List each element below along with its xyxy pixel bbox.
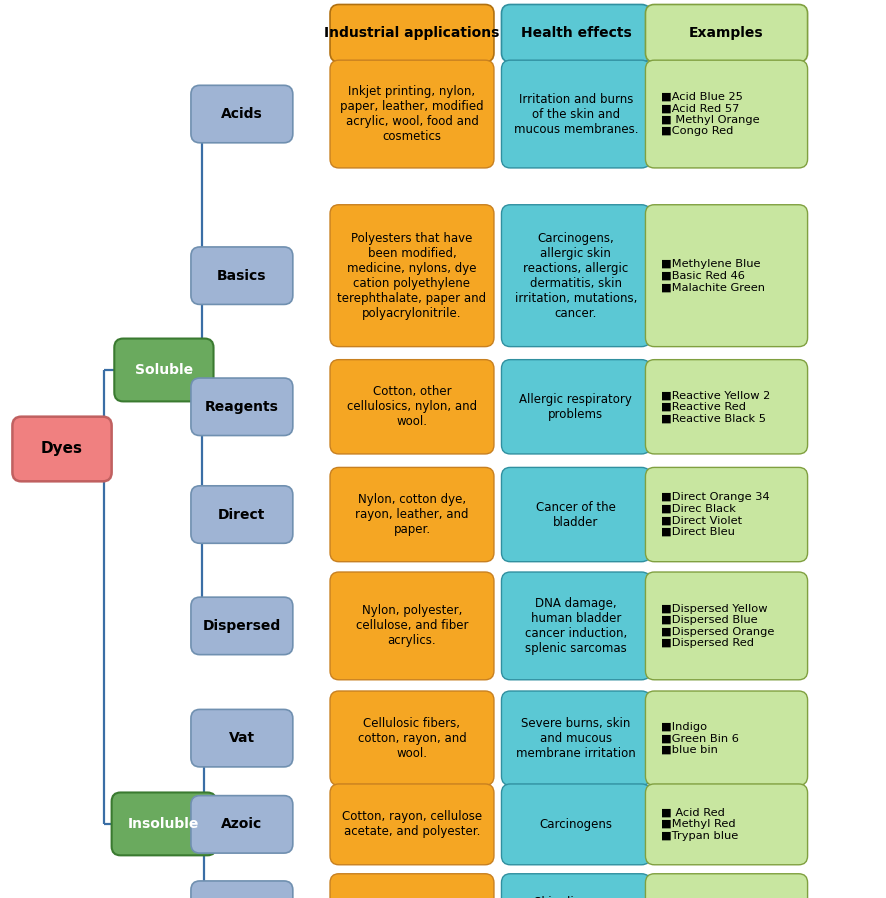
Text: Insoluble: Insoluble — [128, 817, 199, 831]
FancyBboxPatch shape — [501, 572, 650, 680]
Text: ■Reactive Yellow 2
■Reactive Red
■Reactive Black 5: ■Reactive Yellow 2 ■Reactive Red ■Reacti… — [660, 391, 770, 423]
Text: ■Acid Blue 25
■Acid Red 57
■ Methyl Orange
■Congo Red: ■Acid Blue 25 ■Acid Red 57 ■ Methyl Oran… — [660, 92, 759, 136]
Text: Acids: Acids — [221, 107, 263, 121]
Text: Examples: Examples — [689, 26, 764, 40]
FancyBboxPatch shape — [330, 205, 494, 347]
FancyBboxPatch shape — [501, 360, 650, 454]
Text: Allergic respiratory
problems: Allergic respiratory problems — [519, 392, 633, 421]
FancyBboxPatch shape — [645, 360, 807, 454]
FancyBboxPatch shape — [191, 85, 292, 143]
Text: Industrial applications: Industrial applications — [324, 26, 500, 40]
Text: Skin diseases,
irritations: Skin diseases, irritations — [534, 895, 618, 898]
FancyBboxPatch shape — [330, 874, 494, 898]
Text: Cotton, rayon, cellulose
acetate, and polyester.: Cotton, rayon, cellulose acetate, and po… — [342, 810, 482, 839]
FancyBboxPatch shape — [645, 60, 807, 168]
FancyBboxPatch shape — [645, 784, 807, 865]
FancyBboxPatch shape — [330, 784, 494, 865]
FancyBboxPatch shape — [191, 247, 292, 304]
Text: Nylon, cotton dye,
rayon, leather, and
paper.: Nylon, cotton dye, rayon, leather, and p… — [355, 493, 469, 536]
Text: ■Methylene Blue
■Basic Red 46
■Malachite Green: ■Methylene Blue ■Basic Red 46 ■Malachite… — [660, 260, 765, 292]
Text: Dyes: Dyes — [41, 442, 83, 456]
Text: Dispersed: Dispersed — [203, 619, 281, 633]
Text: Cancer of the
bladder: Cancer of the bladder — [536, 500, 616, 529]
FancyBboxPatch shape — [501, 4, 650, 62]
FancyBboxPatch shape — [191, 486, 292, 543]
FancyBboxPatch shape — [330, 60, 494, 168]
Text: Nylon, polyester,
cellulose, and fiber
acrylics.: Nylon, polyester, cellulose, and fiber a… — [356, 604, 468, 647]
FancyBboxPatch shape — [191, 709, 292, 767]
FancyBboxPatch shape — [501, 691, 650, 785]
FancyBboxPatch shape — [501, 784, 650, 865]
Text: Direct: Direct — [218, 507, 266, 522]
FancyBboxPatch shape — [501, 205, 650, 347]
FancyBboxPatch shape — [501, 874, 650, 898]
FancyBboxPatch shape — [114, 339, 214, 401]
Text: Irritation and burns
of the skin and
mucous membranes.: Irritation and burns of the skin and muc… — [514, 92, 638, 136]
FancyBboxPatch shape — [330, 4, 494, 62]
FancyBboxPatch shape — [191, 597, 292, 655]
Text: Health effects: Health effects — [520, 26, 631, 40]
FancyBboxPatch shape — [191, 881, 292, 898]
FancyBboxPatch shape — [645, 874, 807, 898]
FancyBboxPatch shape — [330, 691, 494, 785]
FancyBboxPatch shape — [330, 572, 494, 680]
Text: Severe burns, skin
and mucous
membrane irritation: Severe burns, skin and mucous membrane i… — [516, 717, 636, 760]
Text: Inkjet printing, nylon,
paper, leather, modified
acrylic, wool, food and
cosmeti: Inkjet printing, nylon, paper, leather, … — [340, 85, 484, 143]
Text: Azoic: Azoic — [222, 817, 262, 832]
FancyBboxPatch shape — [501, 60, 650, 168]
Text: DNA damage,
human bladder
cancer induction,
splenic sarcomas: DNA damage, human bladder cancer inducti… — [525, 597, 627, 655]
FancyBboxPatch shape — [12, 417, 112, 481]
Text: Basics: Basics — [217, 269, 267, 283]
FancyBboxPatch shape — [645, 691, 807, 785]
FancyBboxPatch shape — [112, 793, 216, 855]
Text: ■ Acid Red
■Methyl Red
■Trypan blue: ■ Acid Red ■Methyl Red ■Trypan blue — [660, 808, 738, 841]
FancyBboxPatch shape — [191, 378, 292, 436]
Text: Carcinogens,
allergic skin
reactions, allergic
dermatitis, skin
irritation, muta: Carcinogens, allergic skin reactions, al… — [515, 232, 637, 320]
Text: Polyesters that have
been modified,
medicine, nylons, dye
cation polyethylene
te: Polyesters that have been modified, medi… — [338, 232, 486, 320]
Text: Cellulosic fibers,
cotton, rayon, and
wool.: Cellulosic fibers, cotton, rayon, and wo… — [358, 717, 466, 760]
FancyBboxPatch shape — [645, 467, 807, 562]
FancyBboxPatch shape — [330, 467, 494, 562]
Text: Soluble: Soluble — [135, 363, 193, 377]
FancyBboxPatch shape — [501, 467, 650, 562]
FancyBboxPatch shape — [191, 796, 292, 853]
Text: ■Direct Orange 34
■Direc Black
■Direct Violet
■Direct Bleu: ■Direct Orange 34 ■Direc Black ■Direct V… — [660, 492, 769, 537]
Text: Carcinogens: Carcinogens — [540, 818, 612, 831]
Text: ■Dispersed Yellow
■Dispersed Blue
■Dispersed Orange
■Dispersed Red: ■Dispersed Yellow ■Dispersed Blue ■Dispe… — [660, 603, 773, 648]
Text: Cotton, other
cellulosics, nylon, and
wool.: Cotton, other cellulosics, nylon, and wo… — [347, 385, 477, 428]
Text: Vat: Vat — [229, 731, 255, 745]
Text: ■Indigo
■Green Bin 6
■blue bin: ■Indigo ■Green Bin 6 ■blue bin — [660, 722, 738, 754]
Text: Reagents: Reagents — [205, 400, 279, 414]
FancyBboxPatch shape — [330, 360, 494, 454]
FancyBboxPatch shape — [645, 205, 807, 347]
FancyBboxPatch shape — [645, 572, 807, 680]
FancyBboxPatch shape — [645, 4, 807, 62]
